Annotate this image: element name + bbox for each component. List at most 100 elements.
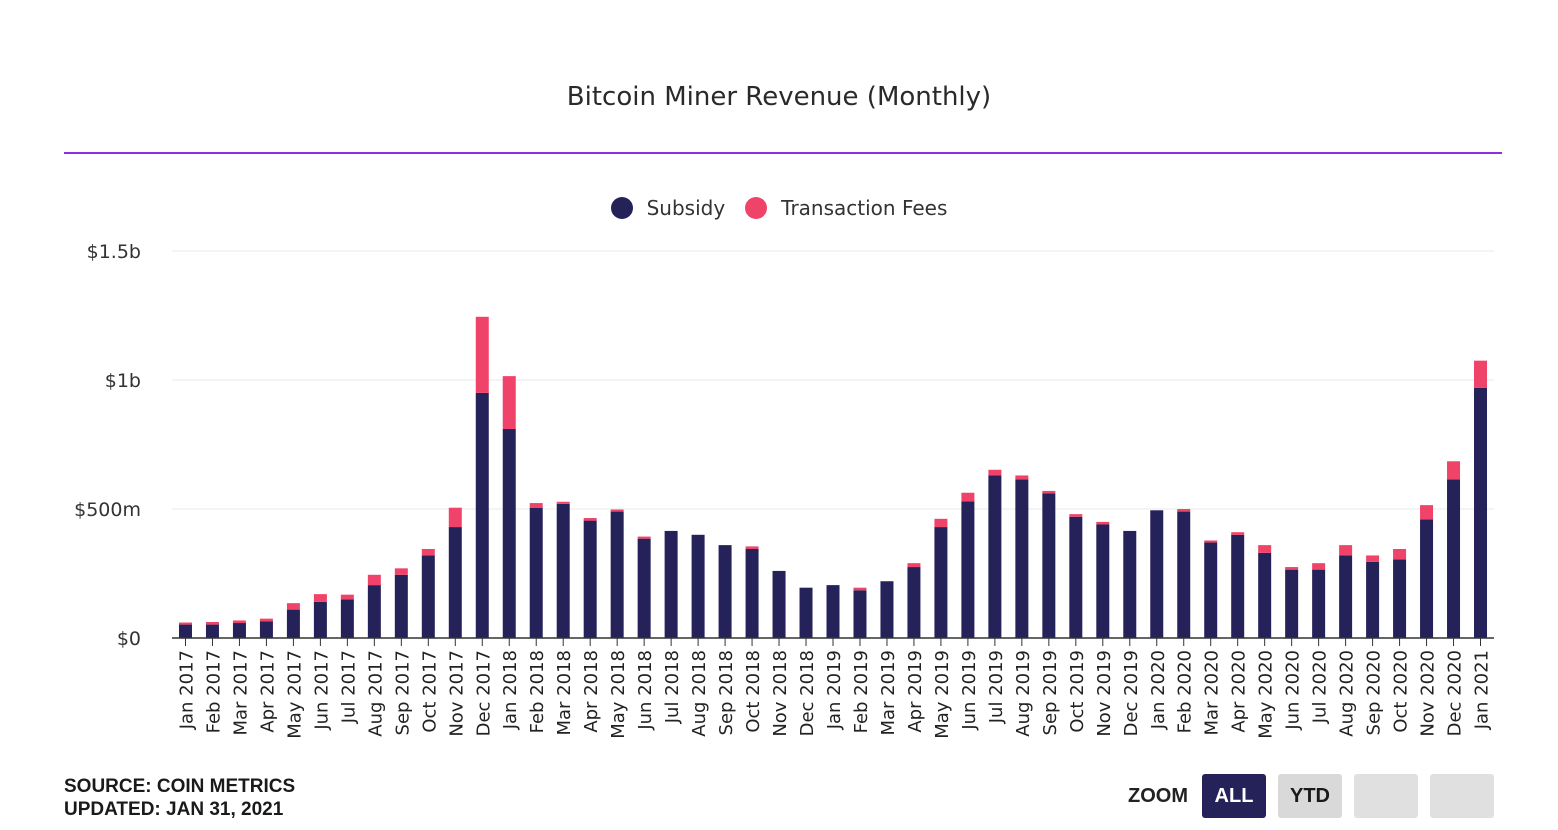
bar-subsidy-8: [394, 574, 408, 638]
bar-subsidy-39: [1231, 534, 1245, 638]
bar-fees-44: [1366, 555, 1380, 562]
bar-subsidy-9: [421, 555, 435, 638]
x-tick-label-17: Jun 2018: [635, 650, 656, 731]
legend-subsidy-dot-icon: [610, 197, 633, 219]
bar-subsidy-10: [448, 527, 462, 638]
legend-item-subsidy[interactable]: Subsidy: [610, 196, 726, 220]
bar-subsidy-20: [718, 545, 732, 638]
bar-fees-17: [637, 536, 651, 539]
bar-fees-11: [475, 316, 489, 393]
x-tick-label-48: Jan 2021: [1472, 650, 1493, 730]
bar-fees-4: [286, 603, 300, 610]
bar-fees-42: [1312, 563, 1326, 570]
x-tick-label-34: Nov 2019: [1094, 650, 1115, 737]
bar-fees-38: [1204, 540, 1218, 543]
bar-subsidy-5: [313, 601, 327, 638]
bar-subsidy-45: [1393, 559, 1407, 638]
x-tick-label-23: Dec 2018: [797, 650, 818, 736]
legend-item-transaction-fees[interactable]: Transaction Fees: [745, 196, 947, 220]
bar-subsidy-21: [745, 548, 759, 638]
bar-fees-0: [178, 622, 192, 625]
bar-subsidy-25: [853, 590, 867, 638]
bar-fees-3: [259, 618, 273, 622]
updated-text: UPDATED: JAN 31, 2021: [64, 799, 284, 820]
bar-fees-34: [1096, 521, 1110, 525]
bar-fees-37: [1177, 509, 1191, 512]
bar-subsidy-38: [1204, 542, 1218, 638]
bar-fees-43: [1339, 545, 1353, 556]
x-tick-label-10: Nov 2017: [446, 650, 467, 737]
bar-subsidy-22: [772, 570, 786, 638]
x-tick-label-28: May 2019: [932, 650, 953, 739]
bar-subsidy-29: [961, 501, 975, 638]
bar-fees-30: [988, 469, 1002, 476]
x-tick-label-26: Mar 2019: [878, 650, 899, 736]
chart-title: Bitcoin Miner Revenue (Monthly): [566, 82, 992, 112]
bar-subsidy-47: [1447, 479, 1461, 638]
x-tick-label-25: Feb 2019: [851, 650, 872, 733]
x-tick-label-44: Sep 2020: [1364, 650, 1385, 735]
bar-fees-14: [556, 501, 570, 504]
bar-fees-12: [502, 376, 516, 430]
bar-subsidy-34: [1096, 524, 1110, 638]
x-tick-label-36: Jan 2020: [1148, 650, 1169, 730]
bar-fees-2: [232, 620, 246, 624]
x-tick-label-7: Aug 2017: [365, 650, 386, 737]
bar-subsidy-40: [1258, 552, 1272, 638]
x-tick-label-3: Apr 2017: [257, 650, 278, 733]
x-tick-label-37: Feb 2020: [1175, 650, 1196, 733]
bar-subsidy-28: [934, 527, 948, 638]
x-tick-label-47: Dec 2020: [1445, 650, 1466, 736]
bar-subsidy-12: [502, 429, 516, 638]
bar-subsidy-42: [1312, 569, 1326, 638]
zoom-ytd-button[interactable]: YTD: [1278, 774, 1342, 818]
bar-fees-13: [529, 503, 543, 508]
bar-subsidy-16: [610, 511, 624, 638]
x-tick-label-5: Jun 2017: [311, 650, 332, 731]
chart-legend: Subsidy Transaction Fees: [0, 196, 1558, 220]
bar-subsidy-35: [1123, 530, 1137, 638]
bar-fees-45: [1393, 548, 1407, 560]
bar-fees-33: [1069, 514, 1083, 517]
bar-subsidy-33: [1069, 516, 1083, 638]
bar-subsidy-17: [637, 538, 651, 638]
x-tick-label-42: Jul 2020: [1310, 650, 1331, 724]
bar-subsidy-14: [556, 503, 570, 638]
x-tick-label-8: Sep 2017: [392, 650, 413, 735]
x-tick-label-43: Aug 2020: [1337, 650, 1358, 737]
bar-fees-48: [1474, 360, 1488, 388]
x-tick-label-9: Oct 2017: [419, 650, 440, 733]
x-tick-label-22: Nov 2018: [770, 650, 791, 737]
x-tick-label-29: Jun 2019: [959, 650, 980, 731]
bar-subsidy-46: [1420, 519, 1434, 638]
bar-fees-46: [1420, 505, 1434, 520]
x-tick-label-32: Sep 2019: [1040, 650, 1061, 735]
y-tick-label-1: $500m: [74, 499, 141, 521]
bar-subsidy-48: [1474, 387, 1488, 638]
bar-subsidy-4: [286, 609, 300, 638]
x-tick-label-2: Mar 2017: [230, 650, 251, 736]
x-tick-label-12: Jan 2018: [500, 650, 521, 730]
zoom-all-button[interactable]: ALL: [1202, 774, 1266, 818]
zoom-blank-button-2[interactable]: [1430, 774, 1494, 818]
bar-subsidy-26: [880, 581, 894, 638]
bar-fees-15: [583, 518, 597, 521]
bar-fees-39: [1231, 532, 1245, 535]
legend-subsidy-label: Subsidy: [646, 196, 726, 220]
bar-fees-28: [934, 518, 948, 528]
bar-fees-6: [340, 594, 354, 600]
bar-fees-5: [313, 594, 327, 602]
zoom-blank-button-1[interactable]: [1354, 774, 1418, 818]
bar-subsidy-23: [799, 587, 813, 638]
y-tick-label-3: $1.5b: [87, 241, 141, 263]
bar-fees-40: [1258, 545, 1272, 553]
bar-fees-27: [907, 563, 921, 568]
zoom-label: ZOOM: [1128, 784, 1188, 807]
bar-subsidy-18: [664, 530, 678, 638]
bar-subsidy-41: [1285, 569, 1299, 638]
bar-subsidy-7: [367, 585, 381, 638]
bar-fees-1: [205, 622, 219, 625]
bar-subsidy-13: [529, 507, 543, 638]
bar-fees-21: [745, 546, 759, 549]
x-tick-label-15: Apr 2018: [581, 650, 602, 733]
